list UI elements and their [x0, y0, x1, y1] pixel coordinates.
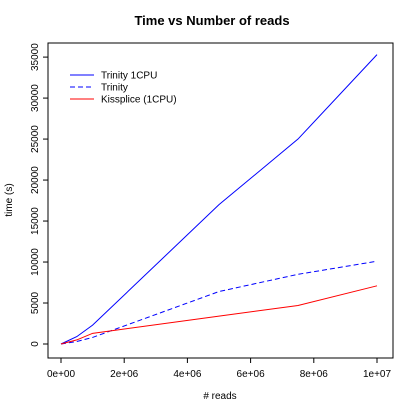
x-tick-label: 1e+07: [363, 369, 392, 380]
y-tick-label: 10000: [30, 248, 41, 276]
x-tick-label: 8e+06: [300, 369, 329, 380]
series-line: [60, 260, 378, 345]
y-tick-label: 20000: [30, 166, 41, 194]
y-tick-label: 5000: [30, 291, 41, 314]
x-tick-label: 6e+06: [237, 369, 266, 380]
y-tick-label: 30000: [30, 84, 41, 112]
x-tick-label: 2e+06: [110, 369, 139, 380]
series-line: [60, 54, 378, 345]
y-tick-label: 35000: [30, 43, 41, 71]
x-axis-title: # reads: [203, 391, 236, 402]
y-axis: 0 5000 10000 15000 20000 25000 30000 35000: [30, 43, 49, 347]
chart-title: Time vs Number of reads: [134, 13, 289, 28]
y-tick-label: 15000: [30, 207, 41, 235]
series-line: [60, 285, 378, 345]
x-tick-label: 4e+06: [173, 369, 202, 380]
legend-label: Trinity: [101, 83, 128, 94]
x-axis: 0e+00 2e+06 4e+06 6e+06 8e+06 1e+07: [47, 357, 392, 380]
y-tick-label: 0: [30, 341, 41, 347]
y-tick-label: 25000: [30, 125, 41, 153]
legend-label: Trinity 1CPU: [101, 71, 157, 82]
x-tick-label: 0e+00: [47, 369, 76, 380]
series-layer: [60, 54, 378, 345]
legend-label: Kissplice (1CPU): [101, 95, 177, 106]
y-axis-title: time (s): [4, 183, 15, 216]
